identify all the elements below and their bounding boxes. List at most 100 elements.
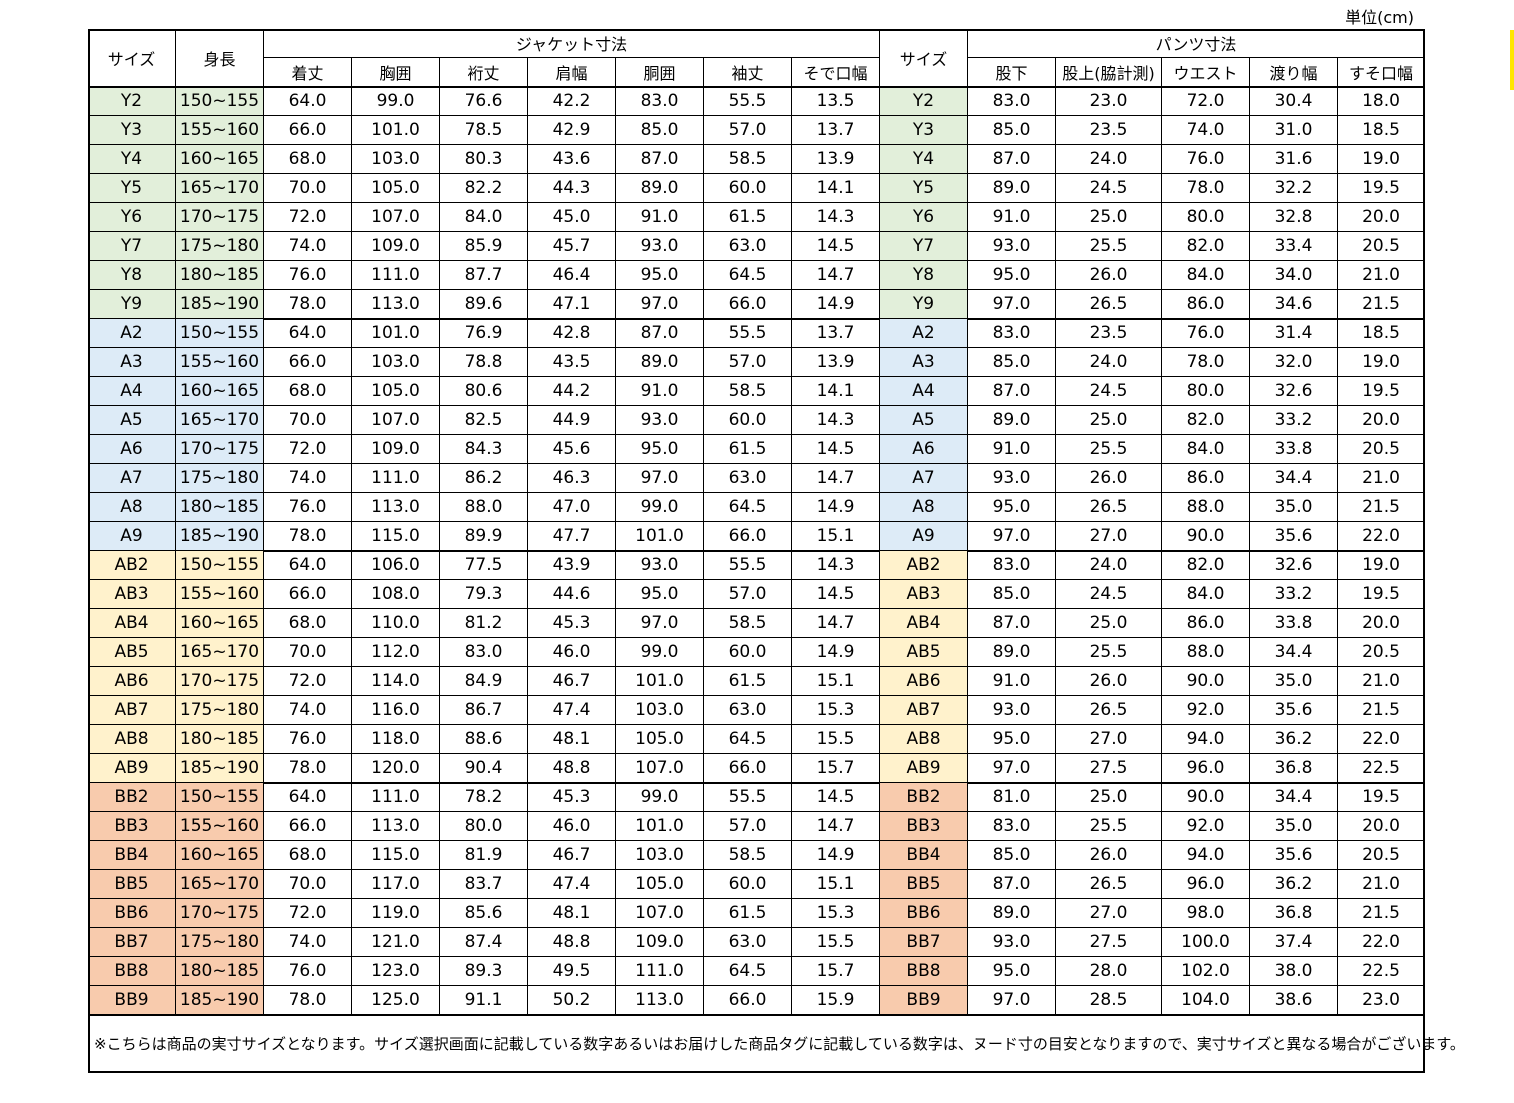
value-cell: 35.6 — [1250, 696, 1338, 725]
value-cell: 58.5 — [704, 841, 792, 870]
value-cell: 88.6 — [440, 725, 528, 754]
value-cell: 106.0 — [352, 551, 440, 580]
value-cell: 34.4 — [1250, 783, 1338, 812]
value-cell: 48.1 — [528, 899, 616, 928]
size-cell: Y8 — [88, 261, 176, 290]
value-cell: 95.0 — [968, 261, 1056, 290]
value-cell: 13.9 — [792, 348, 880, 377]
value-cell: 26.0 — [1056, 841, 1162, 870]
size-cell: A7 — [880, 464, 968, 493]
value-cell: 22.0 — [1338, 725, 1425, 754]
size-cell: Y7 — [88, 232, 176, 261]
size-cell: BB8 — [880, 957, 968, 986]
value-cell: 15.1 — [792, 667, 880, 696]
value-cell: 86.0 — [1162, 609, 1250, 638]
rule — [88, 29, 90, 1073]
value-cell: 42.2 — [528, 87, 616, 116]
value-cell: 82.2 — [440, 174, 528, 203]
size-cell: A5 — [880, 406, 968, 435]
height-cell: 155~160 — [176, 580, 264, 609]
value-cell: 34.6 — [1250, 290, 1338, 319]
value-cell: 34.0 — [1250, 261, 1338, 290]
value-cell: 14.7 — [792, 261, 880, 290]
value-cell: 60.0 — [704, 174, 792, 203]
value-cell: 97.0 — [968, 290, 1056, 319]
height-cell: 180~185 — [176, 725, 264, 754]
value-cell: 74.0 — [264, 928, 352, 957]
value-cell: 15.1 — [792, 870, 880, 899]
value-cell: 45.6 — [528, 435, 616, 464]
value-cell: 113.0 — [352, 290, 440, 319]
value-cell: 33.4 — [1250, 232, 1338, 261]
header-cell: 裄丈 — [440, 58, 528, 87]
value-cell: 99.0 — [616, 638, 704, 667]
value-cell: 32.8 — [1250, 203, 1338, 232]
value-cell: 22.5 — [1338, 754, 1425, 783]
value-cell: 83.7 — [440, 870, 528, 899]
size-cell: A3 — [88, 348, 176, 377]
height-cell: 150~155 — [176, 783, 264, 812]
value-cell: 66.0 — [264, 116, 352, 145]
value-cell: 48.8 — [528, 928, 616, 957]
value-cell: 19.5 — [1338, 174, 1425, 203]
value-cell: 27.0 — [1056, 899, 1162, 928]
value-cell: 44.2 — [528, 377, 616, 406]
value-cell: 83.0 — [968, 319, 1056, 348]
size-cell: AB6 — [880, 667, 968, 696]
value-cell: 107.0 — [352, 203, 440, 232]
value-cell: 23.5 — [1056, 319, 1162, 348]
value-cell: 81.2 — [440, 609, 528, 638]
value-cell: 57.0 — [704, 348, 792, 377]
value-cell: 105.0 — [616, 870, 704, 899]
size-cell: Y4 — [880, 145, 968, 174]
value-cell: 55.5 — [704, 551, 792, 580]
value-cell: 80.6 — [440, 377, 528, 406]
value-cell: 60.0 — [704, 406, 792, 435]
height-cell: 165~170 — [176, 406, 264, 435]
value-cell: 31.4 — [1250, 319, 1338, 348]
side-marker — [1510, 30, 1514, 90]
value-cell: 66.0 — [704, 290, 792, 319]
value-cell: 83.0 — [440, 638, 528, 667]
value-cell: 78.0 — [264, 986, 352, 1015]
value-cell: 47.1 — [528, 290, 616, 319]
value-cell: 14.9 — [792, 841, 880, 870]
value-cell: 24.5 — [1056, 377, 1162, 406]
size-cell: A4 — [880, 377, 968, 406]
value-cell: 27.0 — [1056, 522, 1162, 551]
value-cell: 89.0 — [968, 899, 1056, 928]
value-cell: 117.0 — [352, 870, 440, 899]
value-cell: 95.0 — [616, 435, 704, 464]
value-cell: 86.7 — [440, 696, 528, 725]
value-cell: 19.0 — [1338, 551, 1425, 580]
height-cell: 160~165 — [176, 841, 264, 870]
value-cell: 81.0 — [968, 783, 1056, 812]
value-cell: 24.5 — [1056, 580, 1162, 609]
value-cell: 109.0 — [352, 435, 440, 464]
size-cell: AB9 — [880, 754, 968, 783]
header-cell: 身長 — [176, 29, 264, 87]
value-cell: 35.6 — [1250, 841, 1338, 870]
value-cell: 21.5 — [1338, 493, 1425, 522]
value-cell: 45.7 — [528, 232, 616, 261]
value-cell: 58.5 — [704, 609, 792, 638]
value-cell: 70.0 — [264, 638, 352, 667]
height-cell: 170~175 — [176, 435, 264, 464]
rule — [88, 550, 1425, 552]
value-cell: 91.1 — [440, 986, 528, 1015]
header-group: ジャケット寸法 — [264, 29, 880, 58]
value-cell: 26.5 — [1056, 870, 1162, 899]
value-cell: 92.0 — [1162, 696, 1250, 725]
value-cell: 85.9 — [440, 232, 528, 261]
value-cell: 15.7 — [792, 754, 880, 783]
value-cell: 85.6 — [440, 899, 528, 928]
size-cell: Y8 — [880, 261, 968, 290]
header-cell: 着丈 — [264, 58, 352, 87]
value-cell: 91.0 — [968, 203, 1056, 232]
size-cell: BB6 — [880, 899, 968, 928]
value-cell: 103.0 — [616, 696, 704, 725]
height-cell: 165~170 — [176, 870, 264, 899]
size-cell: BB2 — [88, 783, 176, 812]
value-cell: 68.0 — [264, 841, 352, 870]
value-cell: 14.5 — [792, 232, 880, 261]
